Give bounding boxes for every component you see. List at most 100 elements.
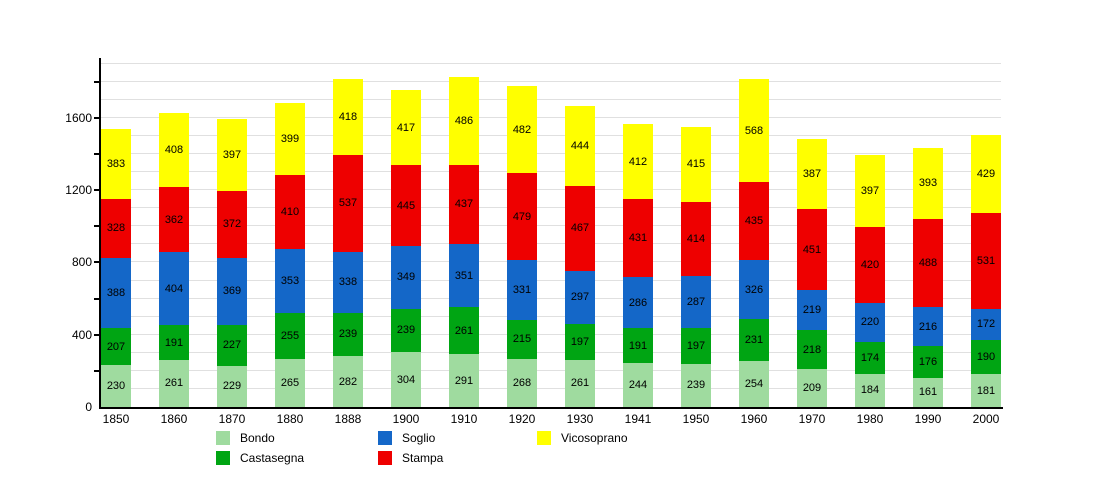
bar-segment-bondo: 304 [391, 352, 421, 407]
bar-segment-vicosoprano: 399 [275, 103, 305, 176]
gridline [101, 261, 1001, 263]
y-axis-tick [94, 80, 101, 83]
y-axis-tick [94, 333, 101, 336]
bar-value-label: 304 [396, 373, 416, 386]
bar-segment-vicosoprano: 418 [333, 79, 363, 155]
bar-value-label: 408 [164, 144, 184, 157]
bar-segment-vicosoprano: 568 [739, 79, 769, 182]
legend-column: Vicosoprano [537, 428, 628, 448]
bar-group: 418 537 338 239 282 [333, 79, 363, 407]
bar-value-label: 349 [396, 271, 416, 284]
gridline [101, 369, 1001, 371]
bar-group: 417 445 349 239 304 [391, 90, 421, 407]
bar-segment-bondo: 184 [855, 373, 885, 407]
gridline [101, 351, 1001, 353]
x-axis-label: 2000 [972, 412, 1000, 426]
y-axis-tick [94, 261, 101, 264]
x-axis-label: 1880 [276, 412, 304, 426]
y-axis-tick [94, 225, 101, 228]
bar-segment-castasegna: 255 [275, 313, 305, 360]
bar-segment-castasegna: 207 [101, 328, 131, 366]
gridline [101, 152, 1001, 154]
bar-value-label: 255 [280, 330, 300, 343]
legend-column: Bondo Castasegna [216, 428, 304, 468]
legend-label: Castasegna [240, 451, 305, 465]
bar-segment-bondo: 209 [797, 369, 827, 407]
bar-segment-soglio: 326 [739, 260, 769, 320]
bar-value-label: 479 [512, 210, 532, 223]
bar-group: 397 372 369 227 229 [217, 118, 247, 407]
bar-value-label: 331 [512, 283, 532, 296]
bar-segment-soglio: 349 [391, 245, 421, 309]
bar-value-label: 410 [280, 206, 300, 219]
legend-item-stampa: Stampa [378, 448, 443, 468]
bar-segment-stampa: 451 [797, 208, 827, 291]
bar-value-label: 531 [976, 254, 996, 267]
bar-value-label: 219 [802, 304, 822, 317]
bar-group: 444 467 297 197 261 [565, 105, 595, 407]
bar-segment-bondo: 181 [971, 374, 1001, 407]
legend: Bondo Castasegna Soglio Stampa Vicosoprano [0, 428, 1100, 478]
gridline [101, 315, 1001, 317]
bar-value-label: 429 [976, 168, 996, 181]
bar-group: 393 488 216 176 161 [913, 147, 943, 407]
gridline [101, 279, 1001, 281]
bar-segment-soglio: 297 [565, 270, 595, 325]
bar-value-label: 537 [338, 197, 358, 210]
bar-group: 408 362 404 191 261 [159, 113, 189, 407]
bar-value-label: 254 [744, 378, 764, 391]
bar-group: 412 431 286 191 244 [623, 124, 653, 407]
gridline [101, 98, 1001, 100]
bar-value-label: 417 [396, 121, 416, 134]
bar-segment-vicosoprano: 444 [565, 105, 595, 187]
bar-segment-vicosoprano: 383 [101, 129, 131, 199]
bar-value-label: 388 [106, 286, 126, 299]
x-axis-label: 1980 [856, 412, 884, 426]
bar-segment-castasegna: 227 [217, 324, 247, 366]
bar-segment-soglio: 369 [217, 257, 247, 325]
legend-label: Bondo [240, 431, 275, 445]
bar-segment-vicosoprano: 482 [507, 86, 537, 174]
gridline [101, 134, 1001, 136]
bar-value-label: 181 [976, 384, 996, 397]
bar-segment-vicosoprano: 486 [449, 77, 479, 165]
bar-value-label: 404 [164, 282, 184, 295]
bar-value-label: 230 [106, 380, 126, 393]
legend-item-castasegna: Castasegna [216, 448, 304, 468]
bar-segment-soglio: 331 [507, 259, 537, 320]
bar-segment-soglio: 220 [855, 302, 885, 343]
bar-segment-castasegna: 174 [855, 342, 885, 374]
bar-segment-stampa: 420 [855, 226, 885, 303]
legend-label: Soglio [402, 431, 436, 445]
bar-group: 568 435 326 231 254 [739, 79, 769, 407]
bar-segment-stampa: 537 [333, 154, 363, 252]
bar-segment-vicosoprano: 408 [159, 113, 189, 187]
bar-value-label: 239 [338, 328, 358, 341]
bar-value-label: 218 [802, 343, 822, 356]
gridline [101, 189, 1001, 191]
bar-value-label: 282 [338, 375, 358, 388]
bar-segment-vicosoprano: 415 [681, 126, 711, 202]
bar-segment-bondo: 230 [101, 365, 131, 407]
bar-value-label: 227 [222, 339, 242, 352]
bar-segment-stampa: 328 [101, 198, 131, 258]
bar-segment-stampa: 445 [391, 165, 421, 246]
bar-value-label: 328 [106, 222, 126, 235]
bar-segment-castasegna: 191 [623, 328, 653, 363]
bar-segment-castasegna: 231 [739, 319, 769, 362]
bar-value-label: 191 [628, 339, 648, 352]
bar-value-label: 197 [570, 336, 590, 349]
bar-segment-stampa: 372 [217, 190, 247, 258]
bar-value-label: 387 [802, 167, 822, 180]
y-axis-label: 800 [71, 255, 92, 270]
x-axis-label: 1930 [566, 412, 594, 426]
bar-group: 415 414 287 197 239 [681, 126, 711, 407]
y-axis-tick [94, 116, 101, 119]
y-axis-line [99, 58, 101, 407]
x-axis-label: 1920 [508, 412, 536, 426]
bar-value-label: 435 [744, 215, 764, 228]
gridline [101, 171, 1001, 173]
y-axis-tick [94, 189, 101, 192]
bar-value-label: 215 [512, 333, 532, 346]
bar-segment-bondo: 244 [623, 362, 653, 407]
